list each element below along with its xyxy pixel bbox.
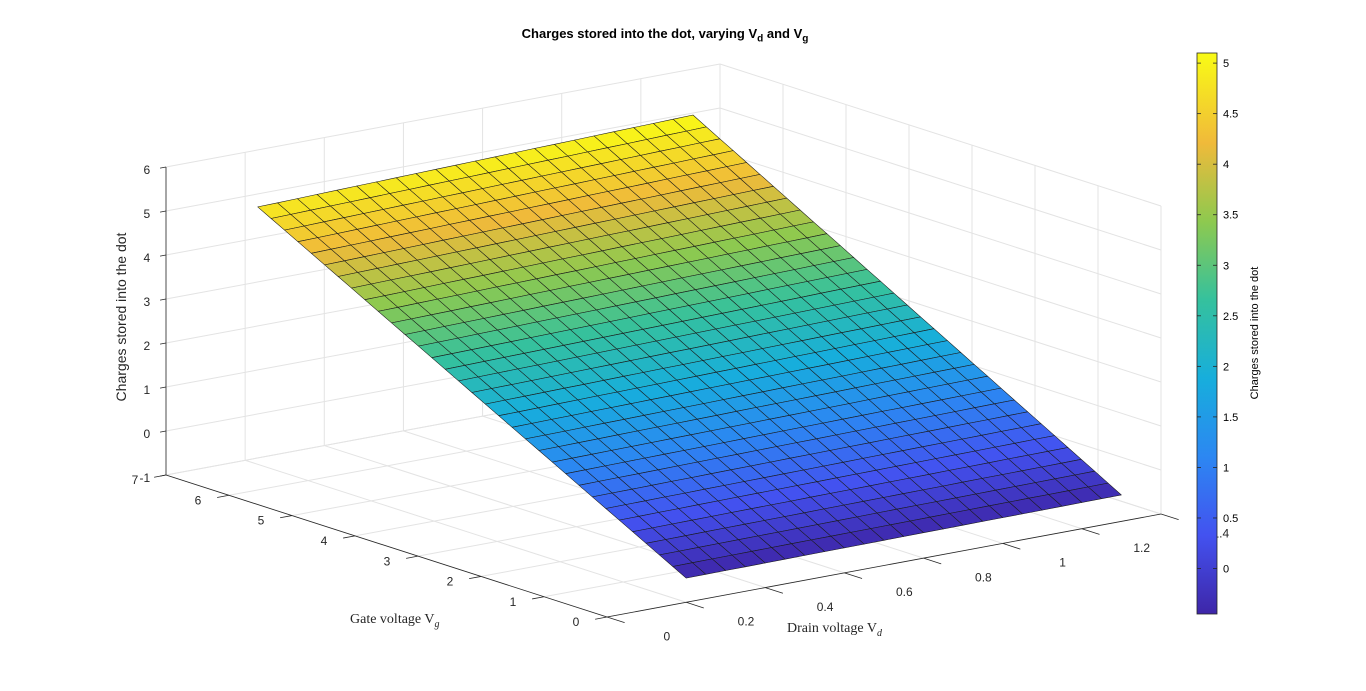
colorbar-tick-label: 4: [1223, 159, 1229, 171]
z-tick-label: 5: [144, 207, 151, 221]
y-axis-label-sub: g: [435, 619, 440, 630]
y-tick-label: 0: [573, 615, 580, 629]
colorbar-label: Charges stored into the dot: [1249, 267, 1261, 400]
y-tick-label: 7: [132, 473, 139, 487]
x-tick-label: 1: [1059, 556, 1066, 570]
colorbar-tick-label: 0.5: [1223, 513, 1238, 525]
colorbar-tick-label: 3: [1223, 260, 1229, 272]
x-axis-label: Drain voltage Vd: [787, 621, 883, 639]
x-axis-label-text: Drain voltage V: [787, 621, 877, 636]
colorbar-tick-label: 2.5: [1223, 311, 1238, 323]
surface-mesh: [257, 114, 1122, 579]
title-middle: and V: [763, 26, 803, 41]
y-axis-label-text: Gate voltage V: [350, 612, 435, 627]
y-tick-label: 4: [321, 534, 328, 548]
title-sub-d: d: [757, 33, 764, 45]
chart-title: Charges stored into the dot, varying Vd …: [0, 26, 1330, 45]
z-tick-label: 6: [144, 163, 151, 177]
colorbar-tick-label: 2: [1223, 361, 1229, 373]
x-tick-label: 0: [664, 629, 671, 643]
z-tick-label: 3: [144, 295, 151, 309]
x-tick-label: 0.4: [817, 600, 834, 614]
y-axis-label: Gate voltage Vg: [350, 612, 440, 630]
colorbar-tick-label: 3.5: [1223, 210, 1238, 222]
colorbar-tick-label: 0: [1223, 564, 1229, 576]
z-tick-label: 4: [144, 251, 151, 265]
y-tick-label: 2: [447, 575, 454, 589]
y-tick-label: 3: [384, 554, 391, 568]
colorbar: [1196, 52, 1218, 615]
x-tick-label: 0.6: [896, 585, 913, 599]
z-tick-label: -1: [140, 471, 151, 485]
z-axis-label: Charges stored into the dot: [113, 232, 129, 401]
z-tick-label: 1: [144, 383, 151, 397]
x-tick-label: 0.8: [975, 570, 992, 584]
surface-patch: [1088, 482, 1122, 499]
colorbar-ticks: 0 0.5 1 1.5 2 2.5 3 3.5 4 4.5 5: [1197, 58, 1238, 576]
z-tick-label: 0: [144, 427, 151, 441]
y-tick-label: 1: [510, 595, 517, 609]
colorbar-tick-label: 1.5: [1223, 412, 1238, 424]
x-tick-label: 1.2: [1133, 541, 1150, 555]
y-tick-label: 5: [258, 514, 265, 528]
x-axis-label-sub: d: [877, 628, 883, 639]
title-prefix: Charges stored into the dot, varying V: [521, 26, 758, 41]
title-sub-g: g: [802, 33, 809, 45]
colorbar-tick-label: 5: [1223, 58, 1229, 70]
colorbar-tick-label: 4.5: [1223, 109, 1238, 121]
x-tick-label: 0.2: [738, 615, 755, 629]
y-tick-label: 6: [195, 493, 202, 507]
colorbar-tick-label: 1: [1223, 462, 1229, 474]
z-tick-label: 2: [144, 339, 151, 353]
